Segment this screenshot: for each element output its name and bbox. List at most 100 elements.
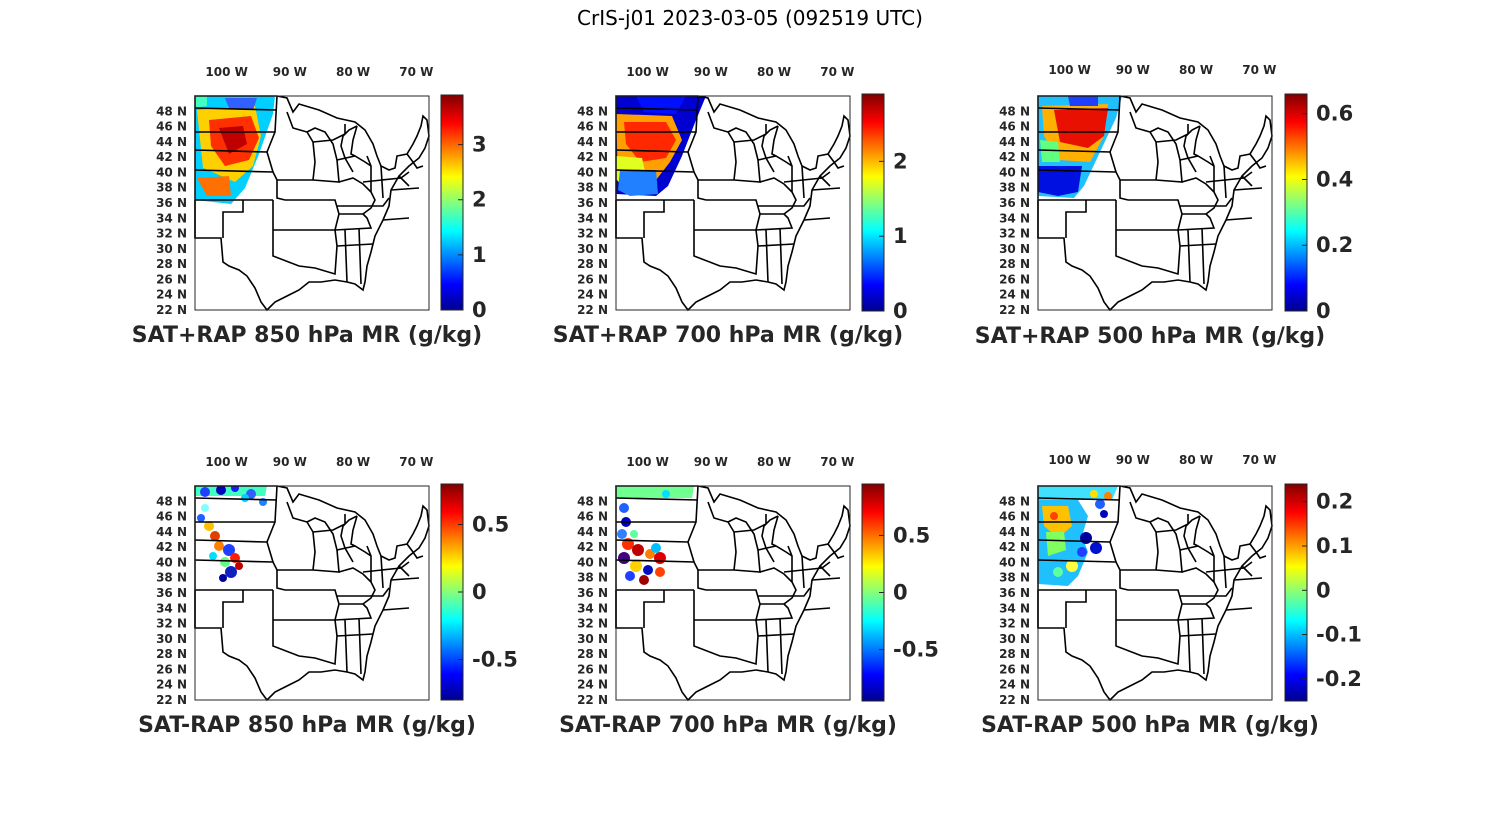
colorbar-tick-label: -0.5 — [893, 638, 939, 662]
colorbar-tick-label: 0 — [472, 298, 487, 322]
colorbar-tick-label: 1 — [472, 243, 487, 267]
panel-title: SAT-RAP 700 hPa MR (g/kg) — [559, 713, 897, 738]
lon-tick-label: 100 W — [205, 455, 247, 469]
lat-tick-label: 26 N — [999, 662, 1030, 676]
lat-tick-label: 24 N — [156, 288, 187, 302]
lat-tick-label: 40 N — [577, 555, 608, 569]
lon-tick-label: 100 W — [626, 65, 668, 79]
lat-tick-label: 42 N — [156, 150, 187, 164]
lat-tick-label: 34 N — [577, 601, 608, 615]
lat-tick-label: 44 N — [999, 525, 1030, 539]
lon-tick-label: 100 W — [626, 455, 668, 469]
state-borders — [615, 485, 851, 702]
panel-title: SAT+RAP 850 hPa MR (g/kg) — [132, 323, 482, 348]
lat-tick-label: 28 N — [999, 647, 1030, 661]
lat-tick-label: 22 N — [999, 693, 1030, 707]
lat-tick-label: 26 N — [156, 272, 187, 286]
colorbar-tick-label: 2 — [472, 188, 487, 212]
lat-tick-label: 30 N — [156, 632, 187, 646]
lat-tick-label: 36 N — [156, 196, 187, 210]
lat-tick-label: 26 N — [156, 662, 187, 676]
panel-sat-minus-rap-850 — [194, 485, 430, 702]
colorbar — [1284, 93, 1308, 312]
lon-tick-label: 90 W — [1116, 453, 1150, 467]
panel-sat-minus-rap-500 — [1037, 485, 1273, 702]
lat-tick-label: 24 N — [999, 288, 1030, 302]
lat-tick-label: 32 N — [999, 617, 1030, 631]
colorbar-tick-label: 0.5 — [472, 513, 509, 537]
colorbar-tick-label: 0.2 — [1316, 490, 1353, 514]
panel-annotations-1: 100 W 90 W 80 W 70 W 48 N 46 N44 N42 N40 N 38 … — [132, 65, 487, 348]
panel-annotations-3: 100 W 90 W 80 W 70 W 48 N 46 N44 N42 N40 N 38 … — [975, 63, 1353, 349]
lat-tick-label: 38 N — [999, 571, 1030, 585]
lat-tick-label: 36 N — [577, 586, 608, 600]
colorbar-tick-label: 0 — [1316, 578, 1331, 602]
lon-tick-label: 70 W — [399, 65, 433, 79]
lon-tick-label: 90 W — [273, 455, 307, 469]
lon-tick-label: 80 W — [336, 65, 370, 79]
panel-sat-rap-500 — [1037, 95, 1273, 312]
colorbar-tick-label: 0 — [893, 581, 908, 605]
colorbar-tick-label: 0 — [893, 299, 908, 323]
colorbar-tick-label: 0.1 — [1316, 534, 1353, 558]
lon-tick-label: 90 W — [694, 65, 728, 79]
lat-tick-label: 42 N — [577, 540, 608, 554]
lat-tick-label: 42 N — [999, 150, 1030, 164]
lon-tick-label: 80 W — [336, 455, 370, 469]
state-borders — [615, 95, 851, 312]
lat-tick-label: 48 N — [156, 104, 187, 118]
lat-tick-label: 26 N — [999, 272, 1030, 286]
data-overlay-700 — [616, 96, 706, 196]
colorbar-tick-label: 0.6 — [1316, 102, 1353, 126]
lat-tick-label: 32 N — [577, 227, 608, 241]
lat-tick-label: 44 N — [156, 525, 187, 539]
lat-tick-label: 22 N — [999, 303, 1030, 317]
lat-tick-label: 32 N — [156, 617, 187, 631]
state-borders — [1037, 95, 1273, 312]
data-overlay-850 — [195, 96, 275, 204]
lat-tick-label: 46 N — [577, 510, 608, 524]
panel-title: SAT-RAP 500 hPa MR (g/kg) — [981, 713, 1319, 738]
lat-tick-label: 24 N — [156, 678, 187, 692]
lon-tick-label: 90 W — [1116, 63, 1150, 77]
data-overlay-diff-500 — [1038, 486, 1118, 586]
lat-tick-label: 34 N — [156, 601, 187, 615]
lat-tick-label: 42 N — [156, 540, 187, 554]
lat-tick-label: 48 N — [577, 494, 608, 508]
colorbar — [440, 94, 464, 311]
panel-annotations-6: 100 W 90 W 80 W 70 W 48 N 46 N44 N42 N40 N 38 … — [981, 453, 1362, 738]
lat-tick-label: 28 N — [156, 647, 187, 661]
lat-tick-label: 22 N — [577, 693, 608, 707]
lat-tick-label: 22 N — [156, 693, 187, 707]
lat-tick-label: 28 N — [999, 257, 1030, 271]
map-frame — [615, 485, 851, 701]
panel-annotations-2: 100 W 90 W 80 W 70 W 48 N 46 N44 N42 N40 N 38 … — [553, 65, 908, 348]
lat-tick-label: 34 N — [999, 601, 1030, 615]
lat-tick-label: 32 N — [577, 617, 608, 631]
lat-tick-label: 48 N — [577, 104, 608, 118]
lon-tick-label: 80 W — [1179, 453, 1213, 467]
lat-tick-label: 30 N — [577, 632, 608, 646]
lon-tick-label: 70 W — [399, 455, 433, 469]
lat-tick-label: 34 N — [156, 211, 187, 225]
lat-tick-label: 44 N — [156, 135, 187, 149]
lat-tick-label: 40 N — [999, 555, 1030, 569]
lat-tick-label: 44 N — [999, 135, 1030, 149]
colorbar-tick-label: -0.2 — [1316, 667, 1362, 691]
lon-tick-label: 80 W — [757, 455, 791, 469]
lat-tick-label: 24 N — [577, 678, 608, 692]
colorbar — [861, 93, 885, 312]
colorbar-tick-label: -0.1 — [1316, 623, 1362, 647]
colorbar-tick-label: 0.4 — [1316, 167, 1353, 191]
lat-tick-label: 26 N — [577, 272, 608, 286]
lat-tick-label: 22 N — [577, 303, 608, 317]
map-frame — [615, 95, 851, 311]
lat-tick-label: 48 N — [156, 494, 187, 508]
lon-tick-label: 80 W — [1179, 63, 1213, 77]
colorbar-tick-label: -0.5 — [472, 648, 518, 672]
axis-and-colorbar-layer: 100 W 90 W 80 W 70 W48 N46 N44 N42 N40 N38 … — [132, 63, 1362, 738]
lon-tick-label: 100 W — [1048, 453, 1090, 467]
data-overlay-500 — [1038, 96, 1122, 198]
panel-title: SAT+RAP 500 hPa MR (g/kg) — [975, 324, 1325, 349]
